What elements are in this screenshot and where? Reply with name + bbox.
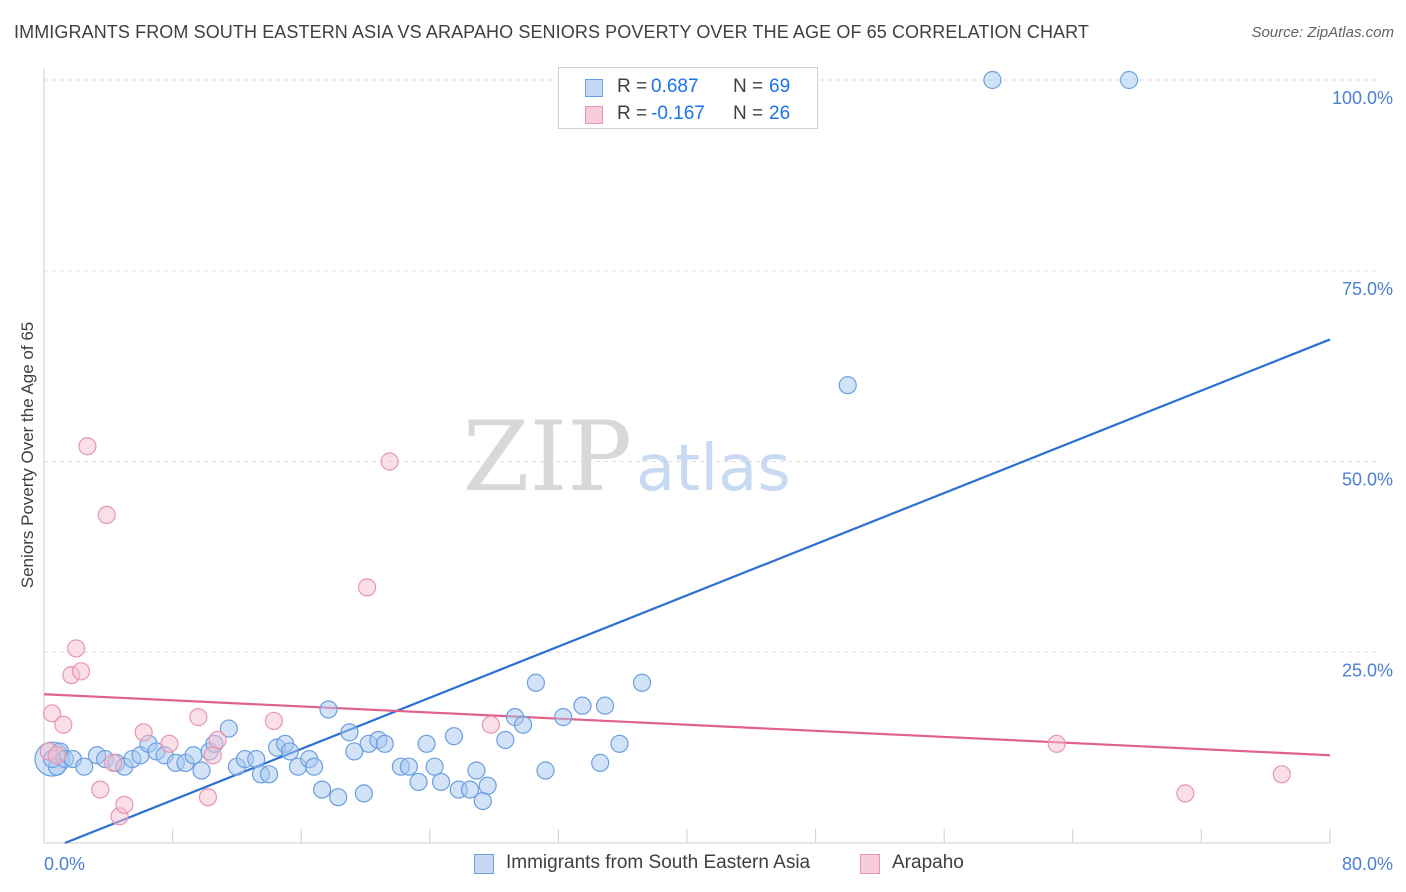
point-immigrants xyxy=(399,757,419,776)
data-points xyxy=(34,70,1291,826)
correlation-legend: R = 0.687 N = 69 R = -0.167 N = 26 xyxy=(558,67,818,129)
point-immigrants xyxy=(247,749,266,769)
point-immigrants xyxy=(219,719,238,738)
legend-n-value: 26 xyxy=(769,103,791,124)
point-arapaho xyxy=(134,723,153,742)
point-arapaho xyxy=(78,437,97,456)
tick-labels: 100.0% 75.0% 50.0% 25.0% 0.0% 80.0% xyxy=(44,88,1393,874)
x-tick-label: 80.0% xyxy=(1342,854,1393,874)
series-legend: Immigrants from South Eastern Asia Arapa… xyxy=(0,852,1406,878)
series-swatch-pink xyxy=(860,854,880,874)
series-label-arapaho: Arapaho xyxy=(892,852,964,873)
point-immigrants xyxy=(329,788,348,807)
point-arapaho xyxy=(67,639,86,658)
point-immigrants xyxy=(536,761,555,780)
point-immigrants xyxy=(354,784,373,803)
point-immigrants xyxy=(983,70,1002,90)
point-immigrants xyxy=(1119,70,1139,90)
point-immigrants xyxy=(595,696,615,715)
point-immigrants xyxy=(340,723,359,742)
point-immigrants xyxy=(632,673,652,692)
legend-n-label: N = xyxy=(733,76,764,97)
point-immigrants xyxy=(417,734,436,753)
point-arapaho xyxy=(115,795,134,814)
legend-r-label: R = xyxy=(617,76,648,97)
legend-n-value: 69 xyxy=(769,76,791,97)
point-immigrants xyxy=(184,746,203,765)
watermark-zip: ZIP xyxy=(463,401,632,513)
point-immigrants xyxy=(192,761,211,780)
point-immigrants xyxy=(425,757,444,776)
point-arapaho xyxy=(203,746,222,765)
trendline-arapaho xyxy=(43,693,1331,757)
y-tick-label: 50.0% xyxy=(1342,470,1393,490)
legend-swatch-blue xyxy=(585,79,603,97)
point-immigrants xyxy=(513,715,533,734)
legend-r-value: -0.167 xyxy=(651,103,705,124)
point-arapaho xyxy=(1047,734,1066,753)
point-immigrants xyxy=(838,376,857,395)
legend-swatch-pink xyxy=(585,106,603,124)
point-arapaho xyxy=(1272,765,1291,784)
point-immigrants xyxy=(280,742,300,761)
series-label-immigrants: Immigrants from South Eastern Asia xyxy=(506,852,811,873)
point-immigrants xyxy=(409,772,428,792)
point-arapaho xyxy=(1176,784,1195,803)
chart-title: IMMIGRANTS FROM SOUTH EASTERN ASIA VS AR… xyxy=(14,22,1090,42)
point-arapaho xyxy=(208,730,227,750)
point-immigrants xyxy=(610,734,629,753)
point-arapaho xyxy=(42,704,62,723)
y-tick-label: 75.0% xyxy=(1342,279,1393,299)
point-immigrants xyxy=(304,757,324,776)
point-arapaho xyxy=(47,746,66,765)
y-tick-label: 25.0% xyxy=(1342,660,1393,680)
point-arapaho xyxy=(160,734,179,753)
legend-r-value: 0.687 xyxy=(651,76,699,97)
legend-n-label: N = xyxy=(733,103,764,124)
point-arapaho xyxy=(189,708,208,727)
trend-lines xyxy=(43,338,1331,845)
point-immigrants xyxy=(444,727,464,746)
source-credit: Source: ZipAtlas.com xyxy=(1251,24,1394,41)
point-arapaho xyxy=(380,452,399,471)
point-immigrants xyxy=(467,761,486,780)
point-arapaho xyxy=(264,711,283,731)
grid-lines xyxy=(44,79,1380,653)
legend-r-label: R = xyxy=(617,103,648,124)
point-immigrants xyxy=(526,673,545,692)
point-arapaho xyxy=(71,662,91,681)
point-immigrants xyxy=(496,730,515,750)
point-immigrants xyxy=(259,765,279,784)
point-immigrants xyxy=(431,772,451,792)
y-tick-label: 100.0% xyxy=(1332,88,1393,108)
point-immigrants xyxy=(75,757,94,776)
point-immigrants xyxy=(591,753,610,772)
point-immigrants xyxy=(375,734,394,753)
point-arapaho xyxy=(104,753,123,772)
x-tick-label: 0.0% xyxy=(44,854,85,874)
trendline-immigrants xyxy=(64,338,1331,845)
point-arapaho xyxy=(97,505,116,525)
point-immigrants xyxy=(473,791,492,811)
point-immigrants xyxy=(478,776,497,795)
point-immigrants xyxy=(573,696,592,715)
watermark-atlas: atlas xyxy=(636,432,791,506)
point-immigrants xyxy=(460,780,480,799)
point-immigrants xyxy=(345,742,364,761)
point-arapaho xyxy=(54,715,73,734)
point-immigrants xyxy=(312,780,332,799)
point-immigrants xyxy=(554,708,573,727)
series-swatch-blue xyxy=(474,854,494,874)
point-arapaho xyxy=(481,715,500,734)
point-immigrants xyxy=(319,700,338,719)
point-arapaho xyxy=(91,780,110,799)
y-axis-label: Seniors Poverty Over the Age of 65 xyxy=(18,321,37,589)
point-arapaho xyxy=(358,578,377,597)
watermark: ZIP atlas xyxy=(463,401,791,513)
point-arapaho xyxy=(198,788,218,807)
